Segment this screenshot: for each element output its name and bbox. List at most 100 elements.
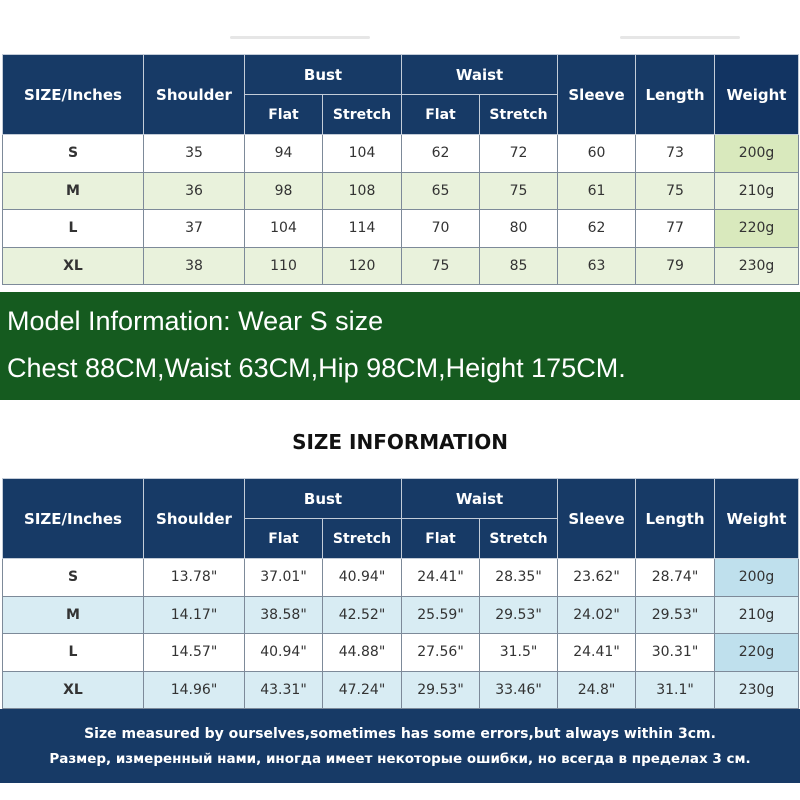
weight-cell: 230g bbox=[714, 670, 799, 709]
bust-flat-cell: 110 bbox=[244, 246, 323, 285]
bust-flat-cell: 43.31" bbox=[244, 670, 323, 709]
weight-cell: 210g bbox=[714, 595, 799, 634]
sleeve-header: Sleeve bbox=[557, 478, 636, 559]
weight-cell: 200g bbox=[714, 558, 799, 597]
shoulder-header: Shoulder bbox=[143, 54, 245, 135]
shoulder-cell: 14.96" bbox=[143, 670, 245, 709]
size-header: SIZE/Inches bbox=[2, 478, 144, 559]
length-header: Length bbox=[635, 54, 715, 135]
bust-stretch-header: Stretch bbox=[322, 518, 402, 559]
sleeve-cell: 23.62" bbox=[557, 558, 636, 597]
waist-stretch-cell: 85 bbox=[479, 246, 558, 285]
bust-flat-header: Flat bbox=[244, 518, 323, 559]
table-row: M 36 98 108 65 75 61 75 210g bbox=[2, 171, 799, 210]
waist-flat-header: Flat bbox=[401, 518, 480, 559]
bust-flat-header: Flat bbox=[244, 94, 323, 135]
bust-header: Bust bbox=[244, 54, 402, 95]
measurement-note-banner: Size measured by ourselves,sometimes has… bbox=[0, 709, 800, 783]
waist-stretch-cell: 28.35" bbox=[479, 558, 558, 597]
bust-flat-cell: 94 bbox=[244, 134, 323, 173]
sleeve-cell: 63 bbox=[557, 246, 636, 285]
sleeve-header: Sleeve bbox=[557, 54, 636, 135]
size-cell: L bbox=[2, 209, 144, 248]
waist-stretch-cell: 72 bbox=[479, 134, 558, 173]
size-cell: M bbox=[2, 171, 144, 210]
table-row: M 14.17" 38.58" 42.52" 25.59" 29.53" 24.… bbox=[2, 595, 799, 634]
waist-flat-cell: 27.56" bbox=[401, 633, 480, 672]
sleeve-cell: 61 bbox=[557, 171, 636, 210]
top-strip bbox=[0, 0, 800, 54]
size-cell: S bbox=[2, 134, 144, 173]
size-table-cm: SIZE/Inches Shoulder Bust Waist Sleeve L… bbox=[2, 54, 799, 285]
waist-flat-cell: 24.41" bbox=[401, 558, 480, 597]
sleeve-cell: 62 bbox=[557, 209, 636, 248]
bust-flat-cell: 37.01" bbox=[244, 558, 323, 597]
waist-stretch-cell: 31.5" bbox=[479, 633, 558, 672]
waist-flat-header: Flat bbox=[401, 94, 480, 135]
section-title: SIZE INFORMATION bbox=[292, 430, 508, 454]
bust-flat-cell: 98 bbox=[244, 171, 323, 210]
waist-flat-cell: 65 bbox=[401, 171, 480, 210]
bust-stretch-cell: 108 bbox=[322, 171, 402, 210]
length-cell: 73 bbox=[635, 134, 715, 173]
size-cell: XL bbox=[2, 670, 144, 709]
bust-flat-cell: 104 bbox=[244, 209, 323, 248]
bust-stretch-cell: 42.52" bbox=[322, 595, 402, 634]
measurement-note-english: Size measured by ourselves,sometimes has… bbox=[84, 726, 716, 742]
waist-stretch-cell: 33.46" bbox=[479, 670, 558, 709]
length-cell: 31.1" bbox=[635, 670, 715, 709]
waist-flat-cell: 62 bbox=[401, 134, 480, 173]
length-cell: 28.74" bbox=[635, 558, 715, 597]
size-table-inches: SIZE/Inches Shoulder Bust Waist Sleeve L… bbox=[2, 478, 799, 709]
size-header: SIZE/Inches bbox=[2, 54, 144, 135]
bust-stretch-cell: 120 bbox=[322, 246, 402, 285]
length-cell: 30.31" bbox=[635, 633, 715, 672]
shoulder-cell: 35 bbox=[143, 134, 245, 173]
weight-cell: 210g bbox=[714, 171, 799, 210]
size-cell: L bbox=[2, 633, 144, 672]
shoulder-cell: 37 bbox=[143, 209, 245, 248]
size-cell: M bbox=[2, 595, 144, 634]
faint-top-text bbox=[230, 36, 370, 39]
table-row: XL 38 110 120 75 85 63 79 230g bbox=[2, 246, 799, 285]
bust-stretch-cell: 114 bbox=[322, 209, 402, 248]
bust-header: Bust bbox=[244, 478, 402, 519]
waist-flat-cell: 70 bbox=[401, 209, 480, 248]
length-cell: 29.53" bbox=[635, 595, 715, 634]
sleeve-cell: 24.41" bbox=[557, 633, 636, 672]
model-measurements-line: Chest 88CM,Waist 63CM,Hip 98CM,Height 17… bbox=[7, 353, 626, 383]
waist-stretch-cell: 75 bbox=[479, 171, 558, 210]
size-cell: XL bbox=[2, 246, 144, 285]
measurement-note-russian: Размер, измеренный нами, иногда имеет не… bbox=[49, 751, 751, 767]
waist-flat-cell: 29.53" bbox=[401, 670, 480, 709]
weight-header: Weight bbox=[714, 478, 799, 559]
bust-stretch-header: Stretch bbox=[322, 94, 402, 135]
length-cell: 79 bbox=[635, 246, 715, 285]
weight-cell: 220g bbox=[714, 633, 799, 672]
size-cell: S bbox=[2, 558, 144, 597]
bust-flat-cell: 40.94" bbox=[244, 633, 323, 672]
waist-header: Waist bbox=[401, 54, 558, 95]
shoulder-cell: 14.17" bbox=[143, 595, 245, 634]
table-row: L 14.57" 40.94" 44.88" 27.56" 31.5" 24.4… bbox=[2, 633, 799, 672]
waist-flat-cell: 25.59" bbox=[401, 595, 480, 634]
weight-header: Weight bbox=[714, 54, 799, 135]
length-cell: 75 bbox=[635, 171, 715, 210]
shoulder-cell: 14.57" bbox=[143, 633, 245, 672]
waist-stretch-header: Stretch bbox=[479, 94, 558, 135]
waist-stretch-cell: 80 bbox=[479, 209, 558, 248]
table-row: S 13.78" 37.01" 40.94" 24.41" 28.35" 23.… bbox=[2, 558, 799, 597]
weight-cell: 220g bbox=[714, 209, 799, 248]
bust-stretch-cell: 40.94" bbox=[322, 558, 402, 597]
bust-stretch-cell: 104 bbox=[322, 134, 402, 173]
bust-flat-cell: 38.58" bbox=[244, 595, 323, 634]
bust-stretch-cell: 44.88" bbox=[322, 633, 402, 672]
waist-header: Waist bbox=[401, 478, 558, 519]
faint-top-text bbox=[620, 36, 740, 39]
table-row: L 37 104 114 70 80 62 77 220g bbox=[2, 209, 799, 248]
waist-flat-cell: 75 bbox=[401, 246, 480, 285]
model-info-line: Model Information: Wear S size bbox=[7, 306, 384, 336]
weight-cell: 200g bbox=[714, 134, 799, 173]
table-row: XL 14.96" 43.31" 47.24" 29.53" 33.46" 24… bbox=[2, 670, 799, 709]
sleeve-cell: 24.8" bbox=[557, 670, 636, 709]
